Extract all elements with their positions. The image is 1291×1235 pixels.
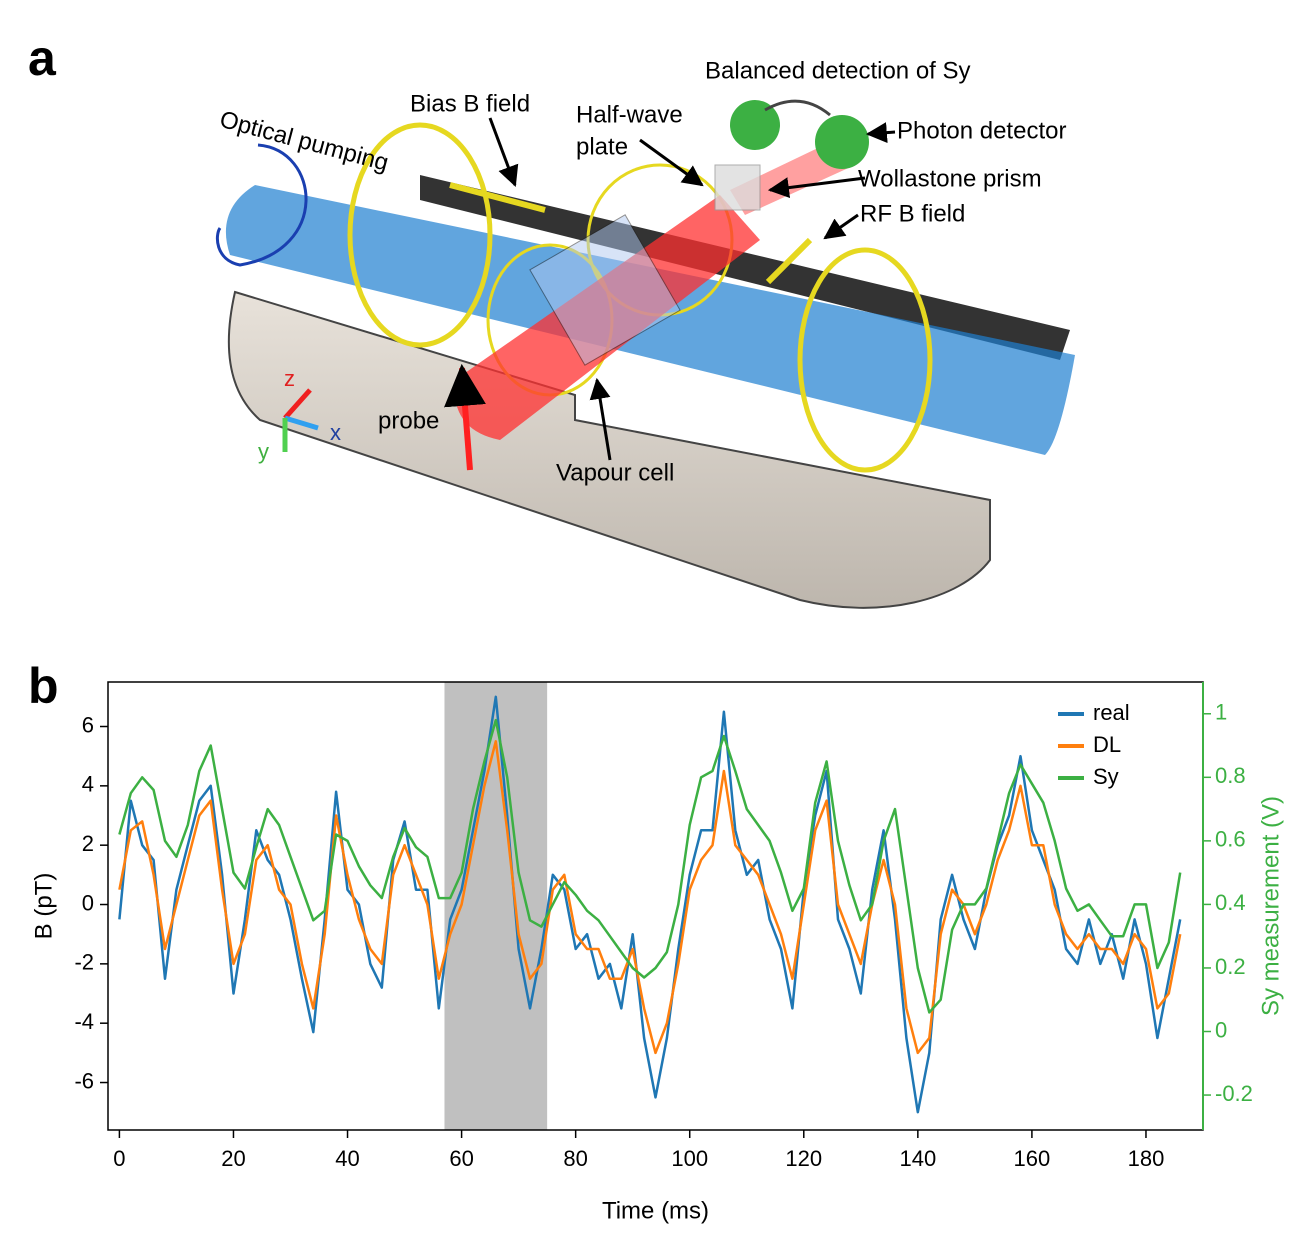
- y2-tick-label: 1: [1215, 700, 1227, 725]
- y-tick-label: 4: [82, 772, 94, 797]
- label: RF B field: [860, 200, 965, 227]
- x-tick-label: 180: [1128, 1146, 1165, 1171]
- field-arrow: [449, 182, 546, 213]
- x-tick-label: 20: [221, 1146, 245, 1171]
- x-tick-label: 120: [785, 1146, 822, 1171]
- illustration: a Optical pumping Bias B field Half-wave…: [28, 30, 1076, 609]
- y2-axis-label: Sy measurement (V): [1257, 796, 1284, 1016]
- x-tick-label: 40: [335, 1146, 359, 1171]
- x-tick-label: 60: [449, 1146, 473, 1171]
- y2-tick-label: 0.8: [1215, 763, 1246, 788]
- probe-arrow: [444, 363, 486, 471]
- label: Half-wave: [576, 101, 683, 128]
- series-line: [118, 718, 1182, 1014]
- y-tick-label: 0: [82, 890, 94, 915]
- y2-tick-label: 0.2: [1215, 954, 1246, 979]
- panel-label: a: [28, 30, 57, 86]
- label: Optical pumping: [217, 106, 392, 177]
- label: Photon detector: [897, 117, 1066, 144]
- axis-letter: y: [258, 439, 269, 464]
- pointer: [865, 122, 896, 144]
- y2-tick-label: 0.4: [1215, 890, 1246, 915]
- y-axis-label: B (pT): [30, 873, 57, 940]
- legend-label: real: [1093, 700, 1130, 725]
- series-line: [118, 740, 1182, 1055]
- wire: [764, 99, 831, 117]
- y-tick-label: -4: [74, 1009, 94, 1034]
- coil: [347, 122, 493, 348]
- pump-arrow: [216, 143, 308, 267]
- pointer: [589, 377, 612, 461]
- prism: [714, 164, 761, 211]
- pointer: [767, 176, 866, 199]
- y-tick-label: -2: [74, 950, 94, 975]
- label: Balanced detection of Sy: [705, 57, 971, 84]
- x-tick-label: 0: [113, 1146, 125, 1171]
- legend-label: DL: [1093, 732, 1121, 757]
- y-tick-label: -6: [74, 1068, 94, 1093]
- y2-tick-label: -0.2: [1215, 1081, 1253, 1106]
- shield-upper: [420, 175, 1070, 360]
- x-tick-label: 140: [899, 1146, 936, 1171]
- x-axis-label: Time (ms): [602, 1197, 709, 1224]
- chart: 0 20 40 60 80 100 120 140 160 180 -6 -4 -2 0 2 4 6 -0.2 0 0…: [30, 681, 1284, 1224]
- coil: [797, 247, 933, 473]
- y2-tick-label: 0: [1215, 1017, 1227, 1042]
- y-tick-label: 6: [82, 712, 94, 737]
- axis-z: [283, 388, 312, 420]
- vapour-cell: [529, 214, 681, 366]
- x-tick-label: 100: [671, 1146, 708, 1171]
- pointer: [639, 138, 704, 187]
- plot-frame: [107, 681, 1204, 1131]
- legend-label: Sy: [1093, 764, 1119, 789]
- label: Vapour cell: [556, 459, 674, 486]
- pointer: [488, 117, 519, 187]
- x-tick-label: 160: [1014, 1146, 1051, 1171]
- label: plate: [576, 133, 628, 160]
- series-line: [118, 695, 1182, 1114]
- label: probe: [378, 407, 439, 434]
- label: Wollastone prism: [858, 165, 1042, 192]
- detector: [815, 115, 869, 169]
- axis-letter: z: [284, 366, 295, 391]
- panel-label: b: [28, 658, 59, 714]
- pointer: [823, 213, 859, 240]
- y2-tick-label: 0.6: [1215, 827, 1246, 852]
- axis-x: [284, 415, 319, 431]
- field-arrow: [765, 237, 813, 285]
- axis-letter: x: [330, 420, 341, 445]
- detector: [730, 100, 780, 150]
- x-tick-label: 80: [563, 1146, 587, 1171]
- y-tick-label: 2: [82, 831, 94, 856]
- label: Bias B field: [410, 90, 530, 117]
